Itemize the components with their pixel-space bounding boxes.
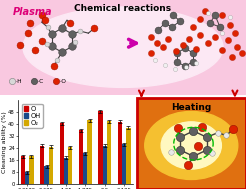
Text: -C: -C — [38, 79, 44, 84]
Bar — [40, 146, 45, 184]
Bar — [79, 130, 83, 184]
Ellipse shape — [145, 112, 238, 180]
Bar — [45, 166, 49, 184]
Bar — [98, 112, 103, 184]
Bar — [29, 156, 33, 184]
Bar — [49, 147, 53, 184]
Bar — [126, 128, 131, 184]
Bar — [103, 146, 107, 184]
Text: -H: -H — [16, 79, 23, 84]
Bar — [88, 120, 92, 184]
Bar — [21, 156, 25, 184]
Text: -O: -O — [60, 79, 67, 84]
Text: Heating: Heating — [171, 103, 211, 112]
Bar — [107, 121, 111, 184]
Bar — [118, 122, 122, 184]
Legend: O, OH, O₂: O, OH, O₂ — [22, 104, 43, 128]
Bar — [122, 144, 126, 184]
Ellipse shape — [161, 122, 221, 169]
Text: Plasma: Plasma — [13, 7, 53, 17]
Bar — [64, 158, 68, 184]
Bar — [25, 172, 29, 184]
Y-axis label: Cleaning ability (%): Cleaning ability (%) — [2, 111, 7, 173]
Text: Chemical reactions: Chemical reactions — [75, 4, 171, 13]
Bar — [68, 147, 72, 184]
Bar — [83, 153, 88, 184]
Ellipse shape — [23, 7, 223, 87]
Bar — [60, 123, 64, 184]
